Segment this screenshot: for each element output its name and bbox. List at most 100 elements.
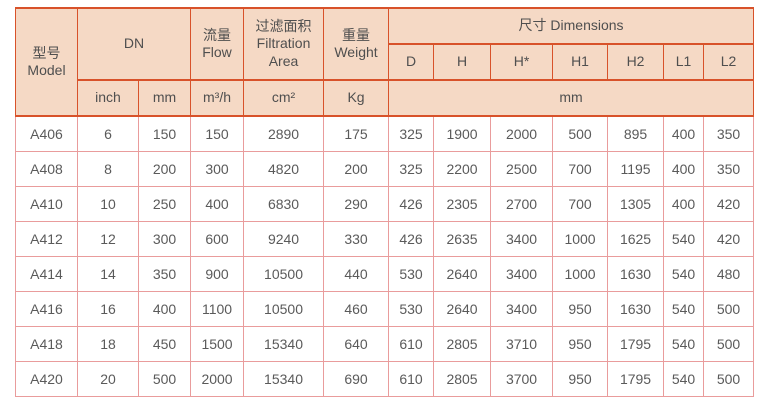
cell-dim-d: 426: [388, 185, 435, 222]
cell-weight: 640: [323, 325, 390, 362]
cell-filtration-area: 10500: [243, 255, 325, 292]
cell-dim-h1: 950: [552, 360, 609, 397]
cell-dn-mm: 150: [137, 115, 192, 152]
cell-dn-mm: 250: [137, 185, 192, 222]
cell-weight: 330: [323, 220, 390, 257]
cell-dim-h1: 700: [552, 150, 609, 187]
cell-dim-l2: 420: [703, 185, 755, 222]
cell-dn-mm: 450: [137, 325, 192, 362]
header-model: 型号 Model: [15, 7, 78, 117]
cell-filtration-area: 2890: [243, 115, 325, 152]
table-body: A406 6 150 150 2890 175 325 1900 2000 50…: [15, 115, 755, 397]
cell-dim-hstar: 2700: [490, 185, 554, 222]
cell-dim-h1: 1000: [552, 220, 609, 257]
cell-dim-h: 2640: [433, 290, 492, 327]
header-row-units: inch mm m³/h cm² Kg mm: [16, 79, 755, 117]
cell-dim-l1: 540: [663, 325, 705, 362]
cell-dn-inch: 8: [77, 150, 139, 187]
header-flow: 流量 Flow: [190, 7, 245, 81]
table-row: A406 6 150 150 2890 175 325 1900 2000 50…: [15, 115, 755, 152]
cell-dim-h: 2640: [433, 255, 492, 292]
cell-flow: 900: [190, 255, 245, 292]
cell-dim-h2: 1795: [607, 360, 665, 397]
cell-dim-h2: 1195: [607, 150, 665, 187]
cell-flow: 300: [190, 150, 245, 187]
cell-dn-mm: 300: [137, 220, 192, 257]
cell-filtration-area: 9240: [243, 220, 325, 257]
header-dn: DN: [76, 7, 192, 81]
cell-model: A416: [15, 290, 78, 327]
header-dim-h2: H2: [607, 43, 665, 81]
cell-dn-inch: 18: [77, 325, 139, 362]
cell-dim-l1: 540: [663, 220, 705, 257]
cell-dim-l1: 540: [663, 255, 705, 292]
table-row: A418 18 450 1500 15340 640 610 2805 3710…: [15, 325, 755, 362]
cell-dim-hstar: 2000: [490, 115, 554, 152]
header-dim-l1: L1: [663, 43, 705, 81]
cell-dim-hstar: 3700: [490, 360, 554, 397]
cell-dim-l2: 420: [703, 220, 755, 257]
cell-model: A408: [15, 150, 78, 187]
cell-dim-h: 2305: [433, 185, 492, 222]
cell-dim-l1: 540: [663, 360, 705, 397]
cell-dim-l2: 350: [703, 115, 755, 152]
cell-flow: 150: [190, 115, 245, 152]
unit-inch: inch: [77, 79, 139, 117]
unit-mm: mm: [137, 79, 192, 117]
spec-table-container: 型号 Model DN 流量 Flow 过滤面积 Filtration Area…: [15, 7, 755, 397]
unit-flow: m³/h: [190, 79, 245, 117]
cell-filtration-area: 6830: [243, 185, 325, 222]
cell-dim-d: 325: [388, 150, 435, 187]
cell-dn-inch: 10: [77, 185, 139, 222]
cell-dn-inch: 20: [77, 360, 139, 397]
header-row-2: D H H* H1 H2 L1 L2: [16, 43, 755, 81]
table-row: A408 8 200 300 4820 200 325 2200 2500 70…: [15, 150, 755, 187]
unit-dimensions-mm: mm: [388, 79, 755, 117]
cell-dim-d: 530: [388, 290, 435, 327]
cell-dn-mm: 200: [137, 150, 192, 187]
cell-flow: 600: [190, 220, 245, 257]
cell-dim-l2: 480: [703, 255, 755, 292]
cell-dim-h: 1900: [433, 115, 492, 152]
table-row: A416 16 400 1100 10500 460 530 2640 3400…: [15, 290, 755, 327]
header-dim-l2: L2: [703, 43, 755, 81]
table-row: A414 14 350 900 10500 440 530 2640 3400 …: [15, 255, 755, 292]
cell-dim-l1: 400: [663, 150, 705, 187]
unit-weight: Kg: [323, 79, 390, 117]
cell-dim-l2: 500: [703, 325, 755, 362]
cell-dn-inch: 6: [77, 115, 139, 152]
cell-model: A410: [15, 185, 78, 222]
cell-dim-h: 2805: [433, 325, 492, 362]
cell-dim-h: 2805: [433, 360, 492, 397]
cell-dim-hstar: 3710: [490, 325, 554, 362]
cell-filtration-area: 15340: [243, 325, 325, 362]
cell-dim-l1: 540: [663, 290, 705, 327]
table-header: 型号 Model DN 流量 Flow 过滤面积 Filtration Area…: [15, 7, 755, 117]
cell-dim-h2: 1625: [607, 220, 665, 257]
cell-dim-hstar: 3400: [490, 255, 554, 292]
cell-model: A418: [15, 325, 78, 362]
header-weight: 重量 Weight: [323, 7, 390, 81]
cell-dn-mm: 500: [137, 360, 192, 397]
cell-dim-hstar: 2500: [490, 150, 554, 187]
cell-dn-mm: 350: [137, 255, 192, 292]
cell-dim-l1: 400: [663, 115, 705, 152]
cell-dn-inch: 16: [77, 290, 139, 327]
cell-model: A406: [15, 115, 78, 152]
header-dim-d: D: [388, 43, 435, 81]
cell-dim-h2: 1305: [607, 185, 665, 222]
cell-dim-h1: 950: [552, 325, 609, 362]
cell-dim-d: 610: [388, 325, 435, 362]
cell-filtration-area: 4820: [243, 150, 325, 187]
cell-weight: 290: [323, 185, 390, 222]
cell-dim-d: 325: [388, 115, 435, 152]
cell-dim-l2: 350: [703, 150, 755, 187]
cell-dim-h2: 895: [607, 115, 665, 152]
cell-model: A420: [15, 360, 78, 397]
cell-dim-h: 2200: [433, 150, 492, 187]
cell-dim-h1: 950: [552, 290, 609, 327]
model-spec-table: 型号 Model DN 流量 Flow 过滤面积 Filtration Area…: [15, 7, 755, 397]
header-row-1: 型号 Model DN 流量 Flow 过滤面积 Filtration Area…: [15, 7, 755, 117]
unit-area: cm²: [243, 79, 325, 117]
cell-dn-inch: 14: [77, 255, 139, 292]
